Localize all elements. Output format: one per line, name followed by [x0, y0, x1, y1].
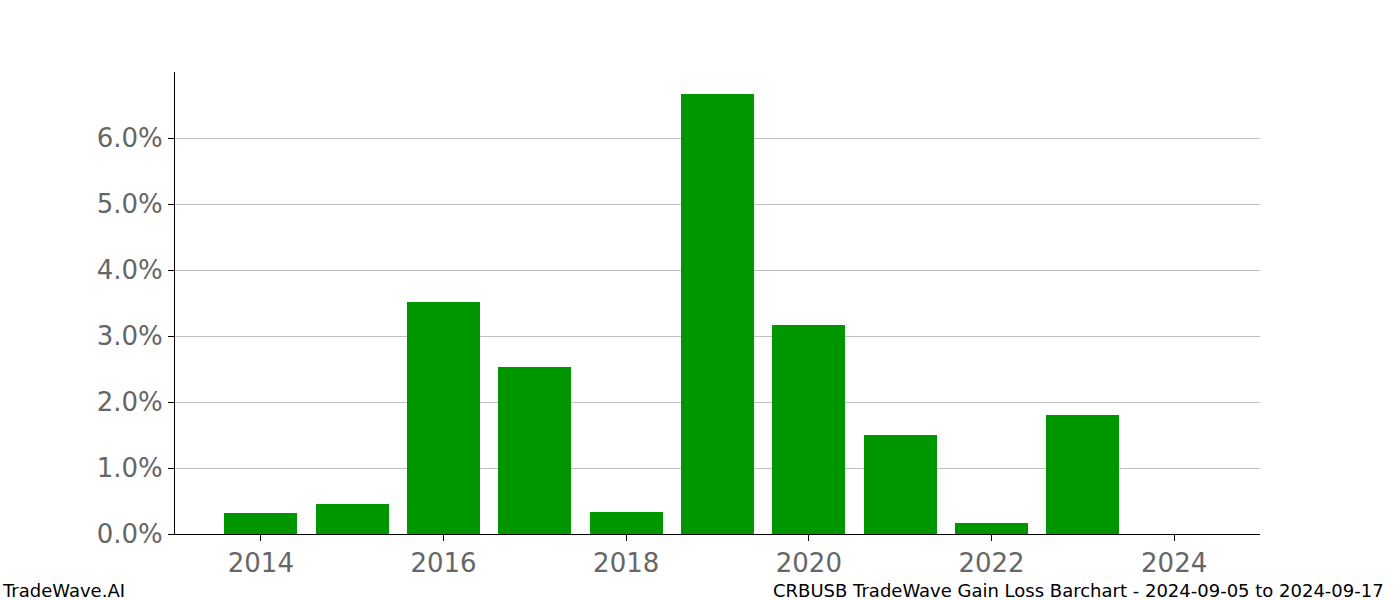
svg-text:2016: 2016: [410, 548, 476, 578]
svg-text:2020: 2020: [776, 548, 842, 578]
svg-text:2018: 2018: [593, 548, 659, 578]
svg-text:CRBUSB TradeWave Gain Loss Bar: CRBUSB TradeWave Gain Loss Barchart - 20…: [773, 580, 1384, 600]
svg-text:1.0%: 1.0%: [97, 453, 163, 483]
svg-text:TradeWave.AI: TradeWave.AI: [2, 580, 125, 600]
svg-text:4.0%: 4.0%: [97, 255, 163, 285]
svg-text:2014: 2014: [228, 548, 294, 578]
svg-text:2024: 2024: [1141, 548, 1207, 578]
svg-text:2022: 2022: [958, 548, 1024, 578]
svg-text:0.0%: 0.0%: [97, 519, 163, 549]
svg-text:6.0%: 6.0%: [97, 123, 163, 153]
svg-text:5.0%: 5.0%: [97, 189, 163, 219]
svg-text:3.0%: 3.0%: [97, 321, 163, 351]
svg-text:2.0%: 2.0%: [97, 387, 163, 417]
